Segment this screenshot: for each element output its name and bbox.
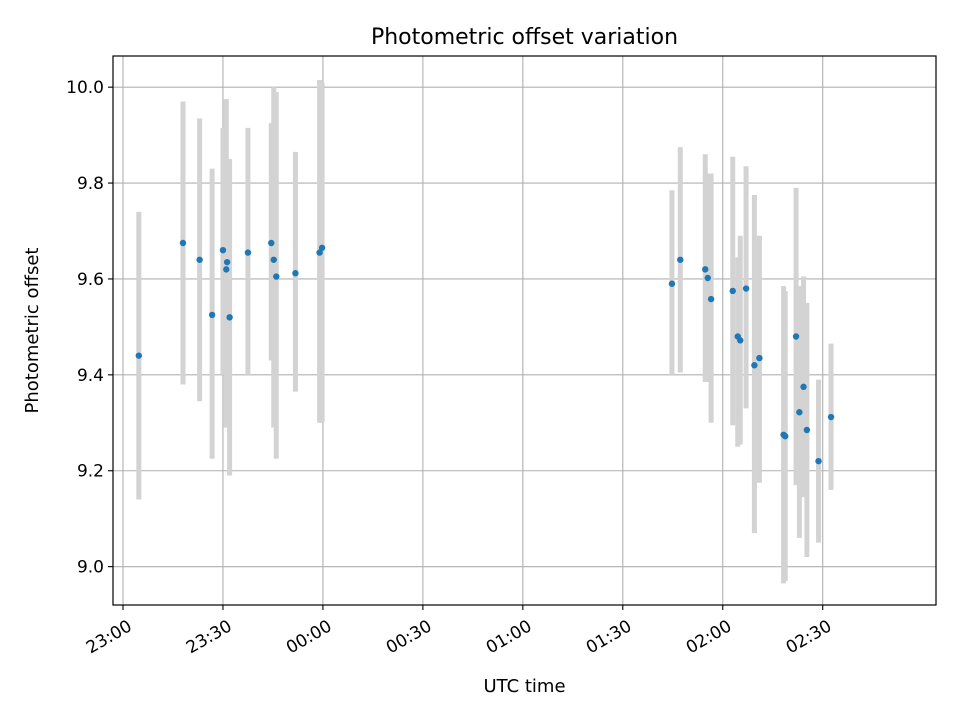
data-points [135,239,835,465]
data-point [273,273,280,280]
data-point [196,256,203,263]
y-axis-label: Photometric offset [22,248,43,414]
data-point [668,280,676,287]
data-point [268,239,275,247]
data-point [782,433,789,440]
y-tick-label: 10.0 [66,78,104,98]
data-point [270,256,277,263]
y-tick-label: 9.8 [77,174,104,194]
data-point [223,258,231,266]
data-point [316,249,323,256]
data-point [208,311,216,319]
data-point [827,413,835,421]
data-point [756,354,763,362]
data-point [219,246,227,254]
data-point [226,314,233,321]
data-point [815,457,822,465]
data-point [318,244,326,251]
data-point [135,352,143,359]
y-tick-label: 9.2 [77,462,104,482]
data-point [223,266,230,273]
data-point [792,333,800,340]
y-tick-label: 9.6 [77,270,104,290]
data-point [292,270,299,277]
data-point [702,266,709,273]
data-point [244,249,252,256]
data-point [707,295,715,303]
y-tick-label: 9.0 [77,558,104,578]
data-point [179,239,187,247]
axes-frame [112,55,937,606]
data-point [677,256,684,263]
data-point [737,337,744,344]
data-point [729,287,736,295]
data-point [742,285,750,292]
data-point [751,362,758,369]
chart-title: Photometric offset variation [371,25,678,50]
data-point [796,409,803,416]
data-point [800,383,807,391]
y-tick-label: 9.4 [77,366,104,386]
data-point [704,274,711,282]
data-point [803,426,811,434]
x-axis-label: UTC time [483,676,565,697]
